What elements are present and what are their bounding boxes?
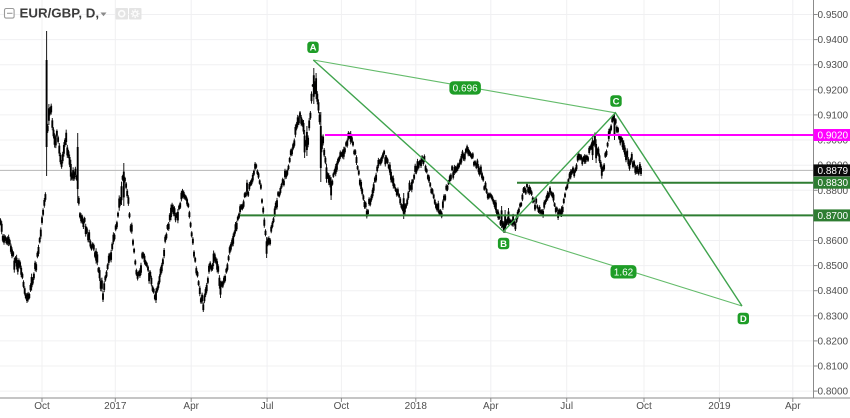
svg-text:0.9020: 0.9020 xyxy=(818,131,849,142)
svg-text:EUR/GBP, D,: EUR/GBP, D, xyxy=(20,6,100,21)
svg-text:0.8700: 0.8700 xyxy=(818,211,849,222)
svg-text:0.8600: 0.8600 xyxy=(818,236,849,247)
svg-text:B: B xyxy=(500,239,507,250)
svg-text:2017: 2017 xyxy=(104,401,127,412)
svg-text:0.8000: 0.8000 xyxy=(818,387,849,398)
svg-text:2019: 2019 xyxy=(708,401,731,412)
svg-text:C: C xyxy=(613,96,620,107)
svg-text:1.62: 1.62 xyxy=(614,267,634,278)
svg-text:2018: 2018 xyxy=(405,401,428,412)
svg-text:0.8400: 0.8400 xyxy=(818,286,849,297)
svg-text:Jul: Jul xyxy=(261,401,274,412)
svg-text:Oct: Oct xyxy=(334,401,350,412)
svg-text:Jul: Jul xyxy=(560,401,573,412)
svg-text:0.8500: 0.8500 xyxy=(818,261,849,272)
svg-text:0.696: 0.696 xyxy=(453,83,478,94)
svg-text:D: D xyxy=(740,314,747,325)
svg-text:0.8830: 0.8830 xyxy=(818,178,849,189)
svg-text:0.9500: 0.9500 xyxy=(818,10,849,21)
svg-text:Apr: Apr xyxy=(483,401,499,412)
svg-text:Oct: Oct xyxy=(636,401,652,412)
svg-text:Apr: Apr xyxy=(183,401,199,412)
svg-text:0.9100: 0.9100 xyxy=(818,110,849,121)
svg-text:0.8100: 0.8100 xyxy=(818,362,849,373)
svg-text:A: A xyxy=(310,43,317,54)
svg-text:0.9300: 0.9300 xyxy=(818,60,849,71)
svg-text:0.8879: 0.8879 xyxy=(818,166,849,177)
svg-text:Apr: Apr xyxy=(785,401,801,412)
svg-text:0.8200: 0.8200 xyxy=(818,336,849,347)
svg-text:0.9200: 0.9200 xyxy=(818,85,849,96)
svg-text:Oct: Oct xyxy=(34,401,50,412)
svg-text:0.9400: 0.9400 xyxy=(818,35,849,46)
svg-text:0.8300: 0.8300 xyxy=(818,311,849,322)
